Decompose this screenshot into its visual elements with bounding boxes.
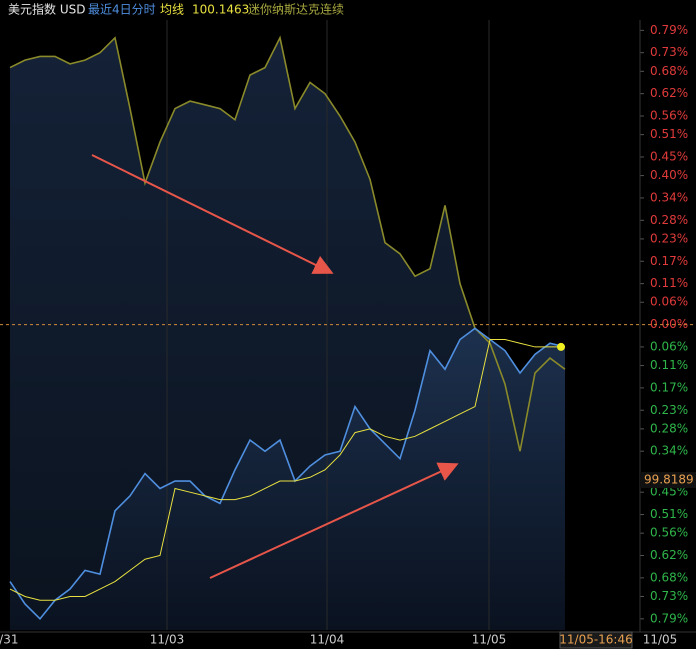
y-tick-label: 0.11% (650, 276, 688, 290)
y-tick-label: 0.73% (650, 589, 688, 603)
y-tick-label: 0.45% (650, 485, 688, 499)
series-line (9, 327, 566, 621)
y-tick-label: 0.23% (650, 231, 688, 245)
y-tick-label: 0.17% (650, 380, 688, 394)
current-dot (557, 342, 565, 351)
legend-entry: 迷你纳斯达克连续 (248, 2, 344, 17)
y-tick-label: 0.56% (650, 109, 688, 123)
y-tick-label: 0.79% (650, 23, 688, 37)
y-tick-label: 0.56% (650, 526, 688, 540)
y-tick-label: 0.79% (650, 611, 688, 625)
y-tick-label: 0.34% (650, 190, 688, 204)
y-tick-label: 0.40% (650, 168, 688, 182)
y-tick-label: 0.11% (650, 358, 688, 372)
y-tick-label: 0.06% (650, 295, 688, 309)
current-price: 99.8189 (644, 473, 694, 487)
plot: 0.79% 0.73% 0.68% 0.62% 0.56% 0.51% 0.45% 0.40%… (0, 20, 696, 647)
y-tick-label: 0.68% (650, 64, 688, 78)
y-tick-label: 0.28% (650, 213, 688, 227)
y-tick-label: 0.51% (650, 127, 688, 141)
x-tick-label: 11/04 (310, 633, 345, 647)
series-line (9, 338, 565, 601)
cursor-box (559, 631, 633, 649)
subtitle: 最近4日分时 (88, 3, 156, 17)
cursor-time: 11/05-16:46 (559, 633, 633, 647)
x-tick-label: 0/31 (0, 633, 18, 647)
y-tick-label: 0.00% (650, 317, 688, 331)
area (10, 328, 565, 630)
y-tick-label: 0.73% (650, 45, 688, 59)
y-tick-label: 0.17% (650, 254, 688, 268)
series-line (9, 35, 566, 452)
trend-arrow (209, 462, 459, 579)
y-tick-label: 0.68% (650, 570, 688, 584)
x-tick-label: 11/05 (472, 633, 507, 647)
price-label: 100.1463 (192, 3, 249, 17)
x-tick-label: 11/05 (643, 633, 678, 647)
y-tick-label: 0.28% (650, 421, 688, 435)
price-box (640, 472, 696, 488)
trend-arrow (91, 154, 334, 274)
y-tick-label: 0.51% (650, 507, 688, 521)
title: 美元指数 USD (8, 2, 85, 17)
legend-entry: 均线 (160, 3, 184, 17)
x-tick-label: 11/03 (150, 633, 185, 647)
y-tick-label: 0.62% (650, 548, 688, 562)
y-tick-label: 0.62% (650, 86, 688, 100)
y-tick-label: 0.34% (650, 444, 688, 458)
y-tick-label: 0.45% (650, 149, 688, 163)
y-tick-label: 0.06% (650, 339, 688, 353)
y-tick-label: 0.23% (650, 403, 688, 417)
